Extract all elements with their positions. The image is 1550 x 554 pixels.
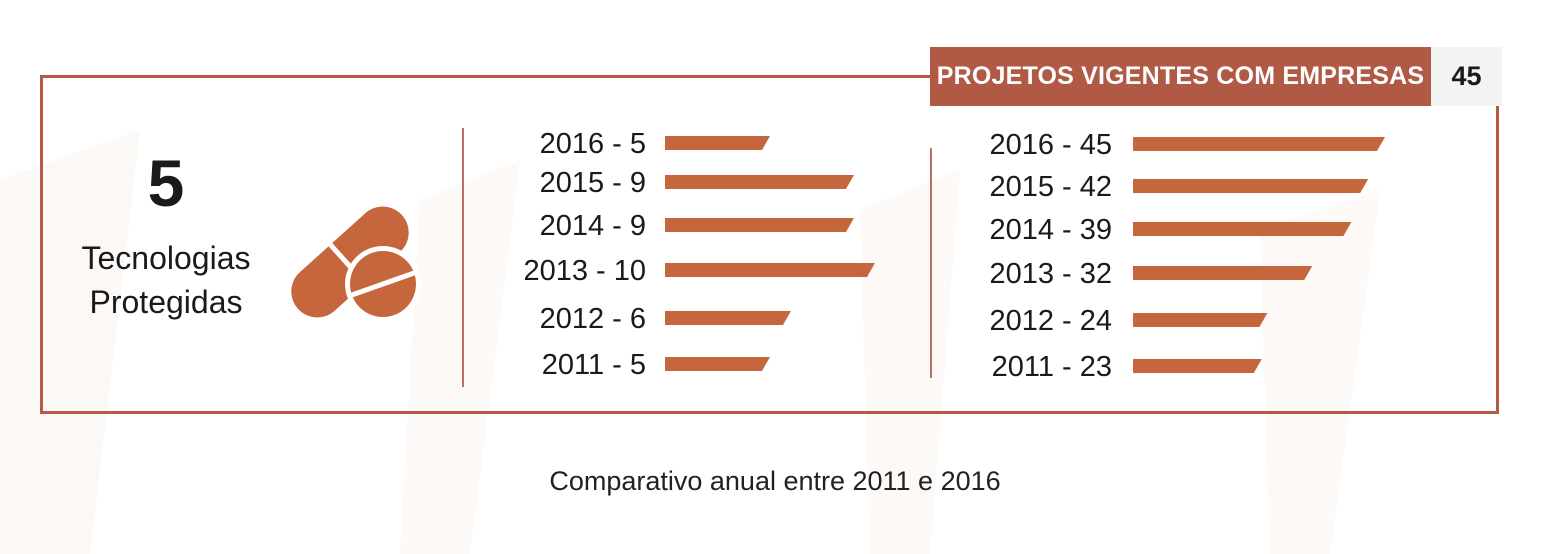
chart-1-label-2012: 2012 - 6: [540, 303, 646, 335]
chart-1-label-2016: 2016 - 5: [540, 128, 646, 160]
chart-2-label-2012: 2012 - 24: [989, 305, 1112, 337]
stats-frame: [40, 75, 1499, 414]
chart-2-label-2015: 2015 - 42: [989, 171, 1112, 203]
chart-2-label-2014: 2014 - 39: [989, 214, 1112, 246]
chart-2-bar-2012: [1133, 313, 1268, 327]
chart-caption: Comparativo anual entre 2011 e 2016: [549, 466, 1001, 496]
chart-2-label-2011: 2011 - 23: [992, 351, 1112, 383]
chart-1-label-2013: 2013 - 10: [523, 255, 646, 287]
chart-1-label-2014: 2014 - 9: [540, 210, 646, 242]
technologies-label-line2: Protegidas: [89, 284, 243, 320]
chart-2-bar-2014: [1133, 222, 1352, 236]
technologies-label-line1: Tecnologias: [81, 240, 251, 276]
divider-left: [462, 128, 464, 387]
header-title: PROJETOS VIGENTES COM EMPRESAS: [930, 47, 1431, 106]
chart-2-label-2016: 2016 - 45: [989, 129, 1112, 161]
technologies-count: 5: [147, 146, 185, 220]
chart-1-bar-2014: [665, 218, 854, 232]
chart-2-bar-2016: [1133, 137, 1385, 151]
chart-1-label-2011: 2011 - 5: [542, 349, 646, 381]
chart-1-bar-2016: [665, 136, 770, 150]
chart-2-label-2013: 2013 - 32: [989, 258, 1112, 290]
chart-2-bar-2015: [1133, 179, 1369, 193]
divider-right: [930, 148, 932, 378]
chart-1-bar-2011: [665, 357, 770, 371]
chart-1-bar-2013: [665, 263, 875, 277]
chart-2-bar-2011: [1133, 359, 1262, 373]
chart-1-bar-2012: [665, 311, 791, 325]
pill-icon: [291, 206, 421, 322]
chart-1-bar-2015: [665, 175, 854, 189]
technologies-label: Tecnologias Protegidas: [60, 236, 272, 324]
chart-2-bar-2013: [1133, 266, 1313, 280]
header-count: 45: [1431, 47, 1502, 106]
chart-1-label-2015: 2015 - 9: [540, 167, 646, 199]
